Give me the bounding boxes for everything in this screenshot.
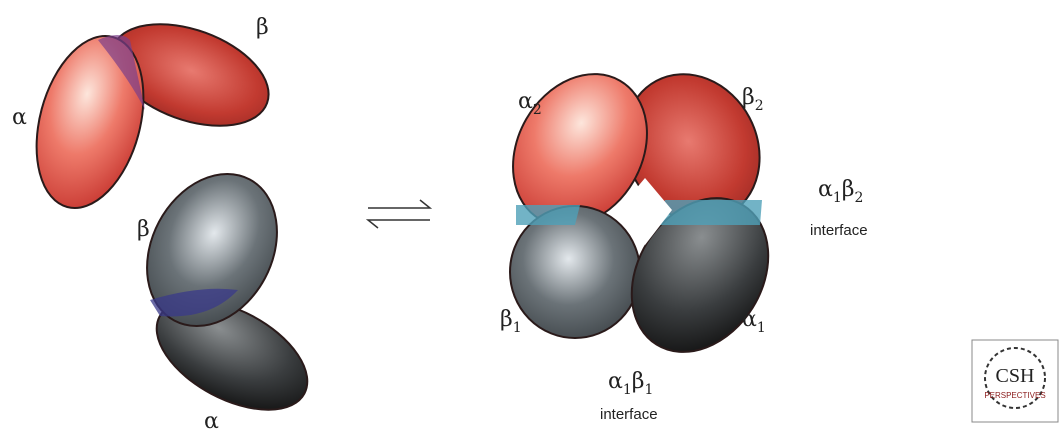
beta1-subunit (510, 206, 640, 338)
label: β (256, 15, 269, 40)
subscript: 1 (833, 190, 842, 206)
symbol: β (742, 85, 755, 110)
interface-band (516, 205, 580, 225)
gray-dimer (121, 151, 325, 430)
subscript: 1 (623, 382, 632, 398)
symbol: β (842, 177, 855, 202)
subscript: 2 (533, 102, 542, 118)
label: β (137, 217, 150, 242)
symbol: α (518, 89, 533, 114)
interface-label: α1β1 (608, 369, 653, 398)
label: α (12, 105, 27, 130)
label: α (204, 409, 219, 430)
symbol: α (818, 177, 833, 202)
subscript: 2 (855, 190, 864, 206)
label: α1 (742, 307, 766, 336)
logo-title: CSH (996, 365, 1035, 387)
interface-caption: interface (810, 222, 868, 239)
symbol: β (500, 307, 513, 332)
interface-label: α1β2 (818, 177, 863, 206)
subscript: 1 (757, 320, 766, 336)
beta-subunit (121, 151, 302, 349)
diagram: α β β α α2 β2 β1 α1 α1β2 interface α1β1 … (0, 0, 1062, 430)
subscript: 2 (755, 98, 764, 114)
equilibrium-arrows (368, 200, 430, 228)
interface-caption: interface (600, 406, 658, 423)
label: α2 (518, 89, 542, 118)
symbol: β (632, 369, 645, 394)
logo: CSH PERSPECTIVES (972, 340, 1058, 422)
subscript: 1 (513, 320, 522, 336)
interface-band (655, 200, 762, 225)
label: β2 (742, 85, 764, 114)
logo-subtitle: PERSPECTIVES (984, 391, 1045, 400)
subscript: 1 (645, 382, 654, 398)
symbol: α (608, 369, 623, 394)
symbol: α (742, 307, 757, 332)
label: β1 (500, 307, 522, 336)
